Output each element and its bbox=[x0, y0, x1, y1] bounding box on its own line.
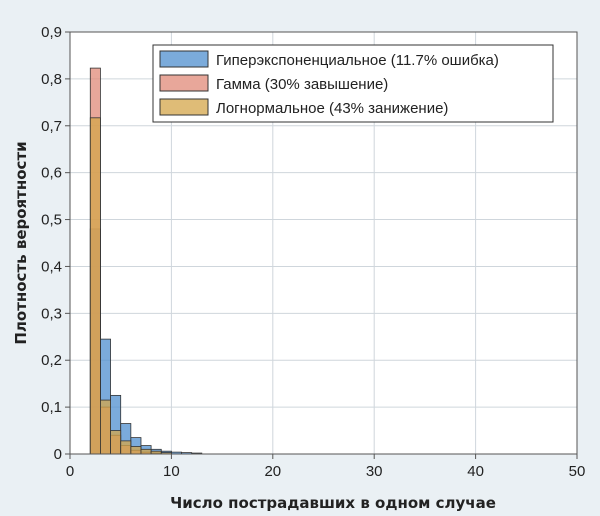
legend-swatch-lognormal bbox=[159, 98, 209, 116]
x-tick-label: 10 bbox=[163, 463, 180, 480]
x-axis-title: Число пострадавших в одном случае bbox=[170, 494, 496, 512]
x-tick-label: 20 bbox=[264, 463, 281, 480]
x-tick-label: 50 bbox=[569, 463, 586, 480]
bar-series-2 bbox=[130, 446, 142, 455]
y-tick-label: 0,2 bbox=[41, 352, 62, 369]
legend-swatch-gamma bbox=[159, 74, 209, 92]
y-axis-ticks: 0 0,1 0,2 0,3 0,4 0,5 0,6 0,7 0,8 0,9 bbox=[41, 24, 70, 463]
y-tick-label: 0,9 bbox=[41, 24, 62, 41]
y-tick-label: 0,5 bbox=[41, 212, 62, 229]
legend-swatch-hyperexponential bbox=[159, 50, 209, 68]
y-axis-title: Плотность вероятности bbox=[12, 141, 30, 344]
y-tick-label: 0,1 bbox=[41, 399, 62, 416]
y-tick-label: 0,3 bbox=[41, 305, 62, 322]
y-tick-label: 0,4 bbox=[41, 258, 62, 275]
bar-series-2 bbox=[140, 448, 152, 455]
x-tick-label: 0 bbox=[66, 463, 74, 480]
bars-layer bbox=[89, 67, 203, 455]
x-tick-label: 40 bbox=[467, 463, 484, 480]
legend-box bbox=[152, 44, 554, 123]
bar-series-2 bbox=[89, 117, 101, 455]
legend-label-hyperexponential: Гиперэкспоненциальное (11.7% ошибка) bbox=[216, 52, 499, 69]
bar-series-2 bbox=[100, 399, 111, 455]
y-tick-label: 0,7 bbox=[41, 118, 62, 135]
y-tick-label: 0 bbox=[54, 446, 62, 463]
legend-label-gamma: Гамма (30% завышение) bbox=[216, 76, 388, 93]
bar-series-2 bbox=[110, 430, 122, 455]
legend-label-lognormal: Логнормальное (43% занижение) bbox=[216, 100, 448, 117]
y-tick-label: 0,6 bbox=[41, 165, 62, 182]
bar-series-2 bbox=[120, 440, 132, 455]
legend: Гиперэкспоненциальное (11.7% ошибка) Гам… bbox=[152, 44, 554, 123]
x-axis-ticks: 0 10 20 30 40 50 bbox=[66, 454, 586, 480]
x-tick-label: 30 bbox=[366, 463, 383, 480]
y-tick-label: 0,8 bbox=[41, 71, 62, 88]
plot-frame bbox=[69, 31, 578, 455]
